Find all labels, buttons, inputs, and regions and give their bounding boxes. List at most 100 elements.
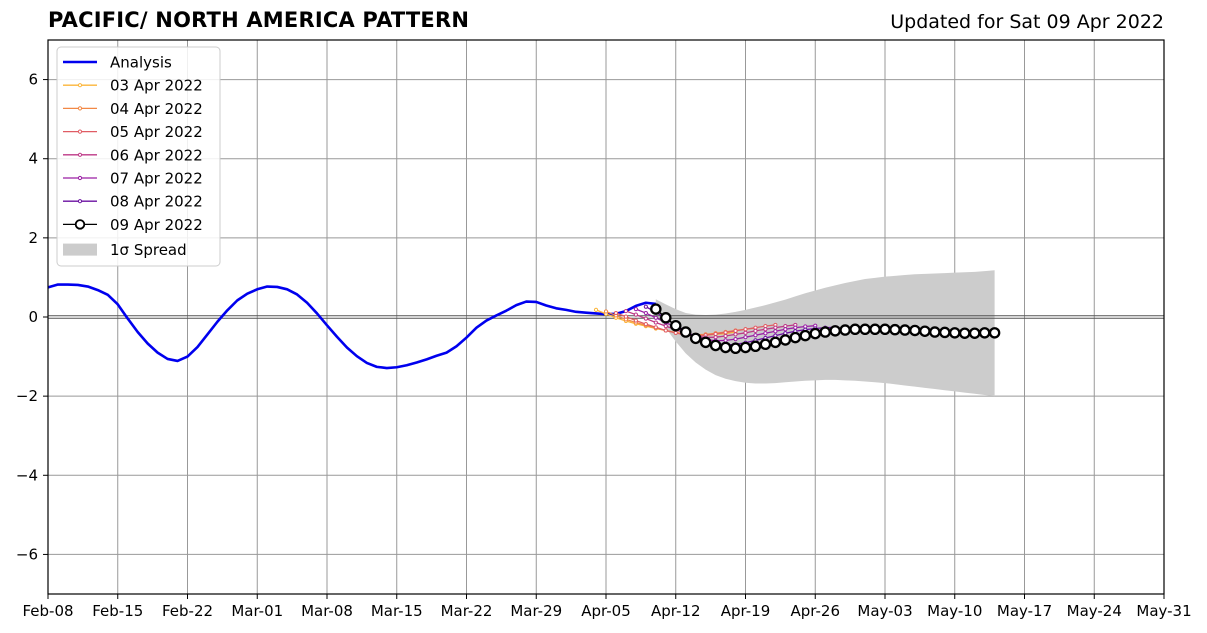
forecast-point bbox=[793, 325, 798, 330]
forecast-point bbox=[978, 327, 991, 339]
forecast-point bbox=[719, 341, 732, 354]
forecast-point bbox=[783, 327, 788, 332]
forecast-point bbox=[670, 319, 682, 332]
forecast-point bbox=[633, 312, 638, 317]
analysis-layer bbox=[47, 283, 656, 370]
x-tick-label: May-31 bbox=[1136, 602, 1191, 620]
forecast-point bbox=[839, 324, 851, 336]
forecast-point bbox=[653, 325, 658, 330]
forecast-point bbox=[709, 339, 722, 352]
forecast-point bbox=[689, 332, 702, 345]
forecast-point bbox=[773, 325, 778, 330]
forecast-point bbox=[593, 307, 599, 312]
forecast-point bbox=[879, 323, 891, 336]
forecast-point bbox=[799, 329, 812, 342]
forecast-point bbox=[633, 306, 638, 312]
x-tick-label: Feb-22 bbox=[162, 602, 213, 620]
forecast-point bbox=[773, 329, 778, 334]
forecast-point bbox=[763, 331, 768, 336]
y-tick-label: −6 bbox=[16, 545, 38, 563]
forecast-point bbox=[663, 328, 668, 333]
legend-box bbox=[56, 46, 221, 267]
legend-marker bbox=[77, 152, 83, 157]
forecast-point bbox=[869, 323, 881, 336]
analysis-line bbox=[47, 283, 656, 370]
forecast-point bbox=[929, 326, 941, 338]
forecast-series bbox=[650, 303, 1001, 355]
forecast-point bbox=[643, 304, 648, 309]
forecast-point bbox=[789, 331, 802, 344]
forecast-point bbox=[968, 327, 981, 339]
forecast-point bbox=[663, 324, 668, 329]
legend-marker bbox=[77, 83, 83, 88]
forecast-point bbox=[753, 328, 758, 333]
forecast-layer bbox=[593, 303, 1001, 355]
x-tick-label: May-17 bbox=[997, 602, 1052, 620]
y-tick-label: −4 bbox=[16, 466, 38, 484]
x-tick-label: Mar-29 bbox=[510, 602, 562, 620]
legend-label: 09 Apr 2022 bbox=[110, 216, 203, 234]
legend-marker bbox=[74, 219, 86, 230]
y-tick-label: 2 bbox=[28, 229, 38, 247]
forecast-point bbox=[723, 330, 728, 335]
forecast-point bbox=[613, 310, 619, 316]
forecast-point bbox=[643, 322, 648, 327]
forecast-point bbox=[679, 326, 692, 338]
legend-label: 1σ Spread bbox=[110, 241, 187, 259]
x-tick-label: Mar-15 bbox=[371, 602, 423, 620]
forecast-point bbox=[733, 337, 738, 342]
y-tick-label: 4 bbox=[28, 150, 38, 168]
x-tick-label: Feb-08 bbox=[22, 602, 73, 620]
y-tick-label: −2 bbox=[16, 387, 38, 405]
forecast-point bbox=[749, 340, 762, 353]
forecast-point bbox=[713, 335, 718, 340]
forecast-point bbox=[939, 326, 951, 339]
legend-label: Analysis bbox=[110, 54, 172, 72]
forecast-point bbox=[949, 327, 961, 339]
legend-marker bbox=[77, 199, 83, 204]
chart-title: PACIFIC/ NORTH AMERICA PATTERN bbox=[48, 8, 470, 32]
forecast-point bbox=[743, 335, 748, 340]
legend-label: 08 Apr 2022 bbox=[110, 193, 203, 211]
forecast-point bbox=[988, 327, 1001, 339]
forecast-point bbox=[743, 330, 748, 335]
forecast-point bbox=[829, 325, 841, 337]
forecast-point bbox=[809, 327, 822, 340]
forecast-point bbox=[733, 332, 738, 337]
x-tick-label: May-03 bbox=[857, 602, 912, 620]
forecast-point bbox=[739, 341, 752, 354]
forecast-point bbox=[859, 323, 871, 336]
forecast-point bbox=[633, 318, 638, 323]
forecast-point bbox=[849, 323, 861, 336]
x-tick-label: May-10 bbox=[927, 602, 982, 620]
forecast-point bbox=[753, 333, 758, 338]
forecast-point bbox=[660, 312, 672, 324]
forecast-point bbox=[723, 333, 728, 339]
legend-label: 06 Apr 2022 bbox=[110, 146, 203, 164]
x-tick-label: Mar-01 bbox=[231, 602, 283, 620]
x-tick-label: Apr-12 bbox=[651, 602, 701, 620]
chart-subtitle: Updated for Sat 09 Apr 2022 bbox=[890, 11, 1164, 33]
forecast-point bbox=[643, 316, 648, 321]
x-tick-label: Mar-22 bbox=[441, 602, 493, 620]
forecast-point bbox=[699, 336, 712, 349]
forecast-point bbox=[763, 327, 768, 332]
y-tick-label: 0 bbox=[28, 308, 38, 326]
legend: Analysis 03 Apr 2022 04 Apr 2022 05 Apr 202… bbox=[56, 46, 221, 267]
x-tick-label: Apr-26 bbox=[791, 602, 841, 620]
legend-marker bbox=[77, 129, 83, 134]
forecast-point bbox=[733, 328, 738, 333]
legend-label: 03 Apr 2022 bbox=[110, 77, 203, 95]
y-tick-label: 6 bbox=[28, 71, 38, 89]
forecast-point bbox=[958, 327, 971, 339]
x-tick-label: Apr-05 bbox=[581, 602, 631, 620]
forecast-point bbox=[650, 303, 662, 315]
legend-label: 05 Apr 2022 bbox=[110, 123, 203, 141]
x-tick-label: Mar-08 bbox=[301, 602, 353, 620]
forecast-point bbox=[623, 314, 629, 319]
x-tick-label: Apr-19 bbox=[721, 602, 771, 620]
legend-label: 07 Apr 2022 bbox=[110, 170, 203, 188]
legend-label: 04 Apr 2022 bbox=[110, 100, 203, 118]
forecast-point bbox=[889, 323, 901, 336]
